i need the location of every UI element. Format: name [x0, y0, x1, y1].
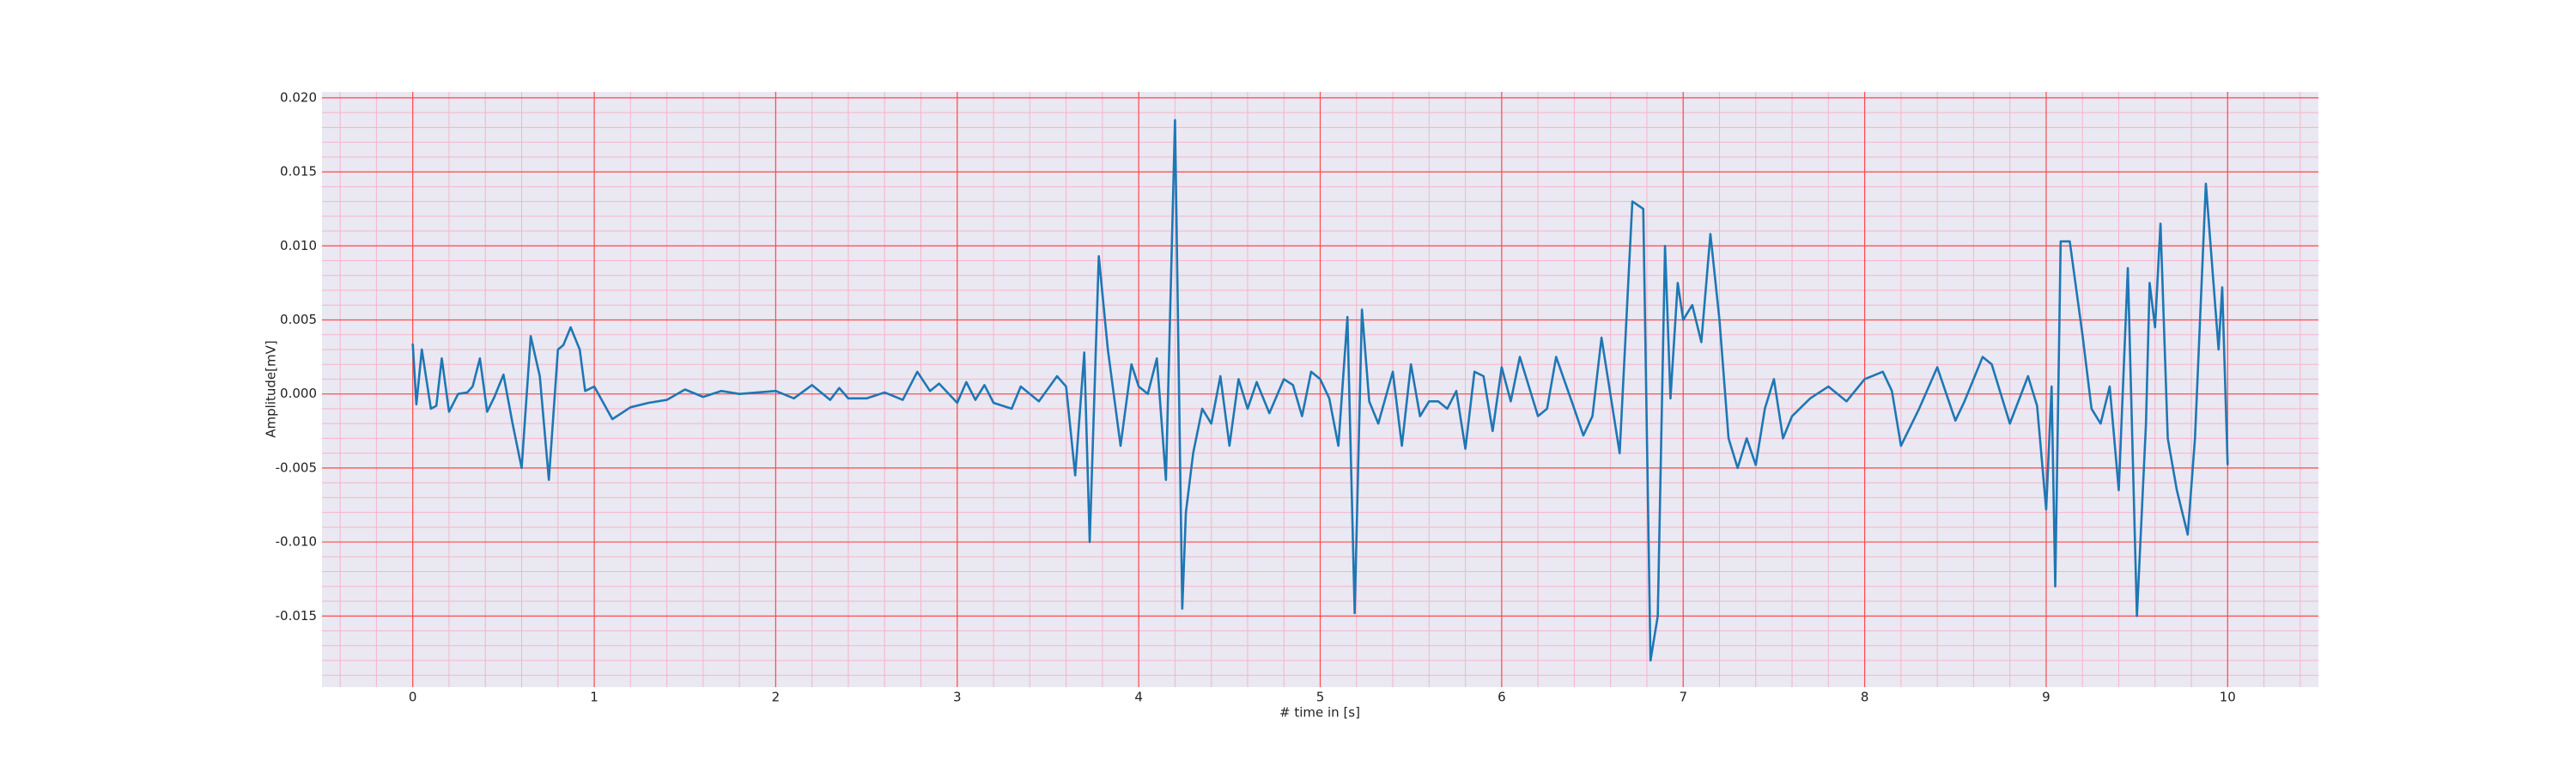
x-tick-label: 4	[1134, 690, 1143, 705]
x-tick-label: 1	[590, 690, 598, 705]
y-tick-label: 0.020	[280, 89, 317, 105]
y-tick-label: 0.005	[280, 312, 317, 327]
x-tick-label: 7	[1679, 690, 1687, 705]
x-axis-label: # time in [s]	[1279, 705, 1360, 721]
x-tick-label: 3	[953, 690, 962, 705]
x-tick-label: 0	[409, 690, 417, 705]
y-tick-label: 0.010	[280, 238, 317, 253]
signal-line	[411, 119, 2229, 662]
x-tick-label: 5	[1316, 690, 1325, 705]
y-tick-label: 0.000	[280, 386, 317, 401]
y-axis-label: Amplitude[mV]	[264, 340, 279, 437]
x-tick-label: 2	[772, 690, 781, 705]
x-tick-label: 8	[1861, 690, 1869, 705]
x-tick-label: 10	[2220, 690, 2236, 705]
y-tick-label: -0.005	[276, 460, 317, 475]
y-tick-label: -0.015	[276, 608, 317, 624]
x-tick-label: 9	[2042, 690, 2050, 705]
y-tick-label: 0.015	[280, 164, 317, 180]
y-tick-label: -0.010	[276, 534, 317, 550]
x-tick-label: 6	[1498, 690, 1506, 705]
